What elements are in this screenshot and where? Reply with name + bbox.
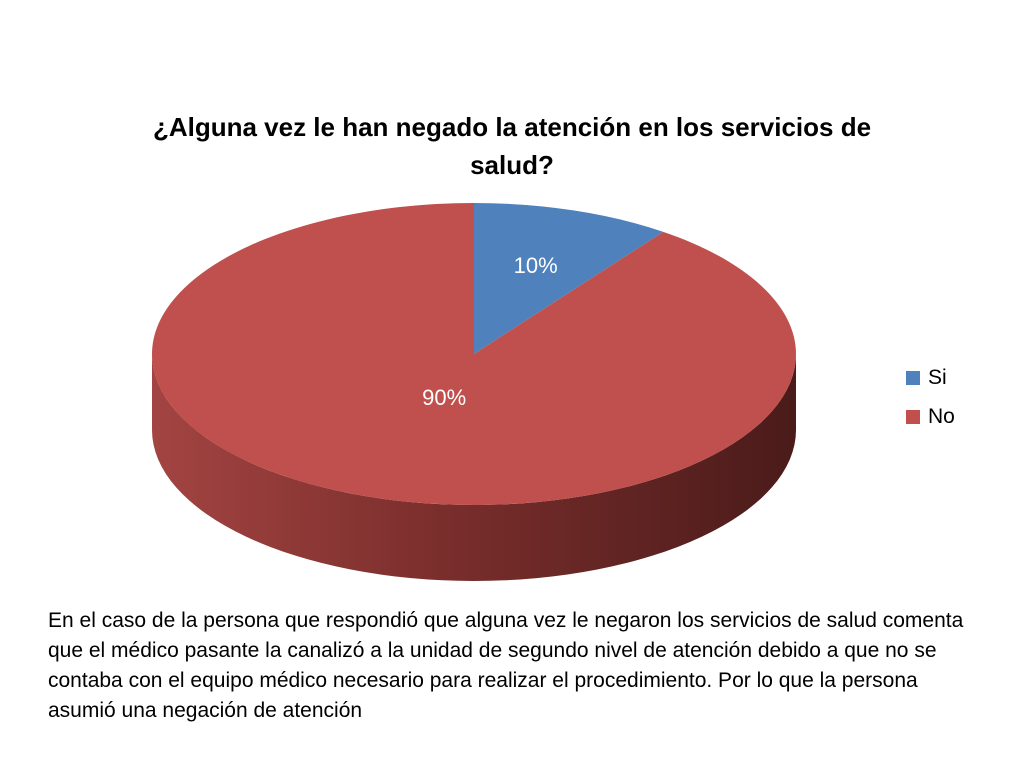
pie-slice-si [474,203,664,354]
pie-side-no [152,354,796,581]
legend-item-si: Si [906,358,1016,397]
data-label-si: 10% [514,253,558,278]
legend-label-no: No [928,404,955,428]
legend-swatch-no [906,409,920,424]
legend-swatch-si [906,370,920,385]
legend-label-si: Si [928,365,947,389]
pie-slice-no [151,203,796,505]
data-label-no: 90% [422,385,466,410]
caption-text: En el caso de la persona que respondió q… [48,609,964,722]
legend-item-no: No [906,397,1016,436]
legend: Si No [906,358,1016,436]
chart-title: ¿Alguna vez le han negado la atención en… [152,112,872,180]
